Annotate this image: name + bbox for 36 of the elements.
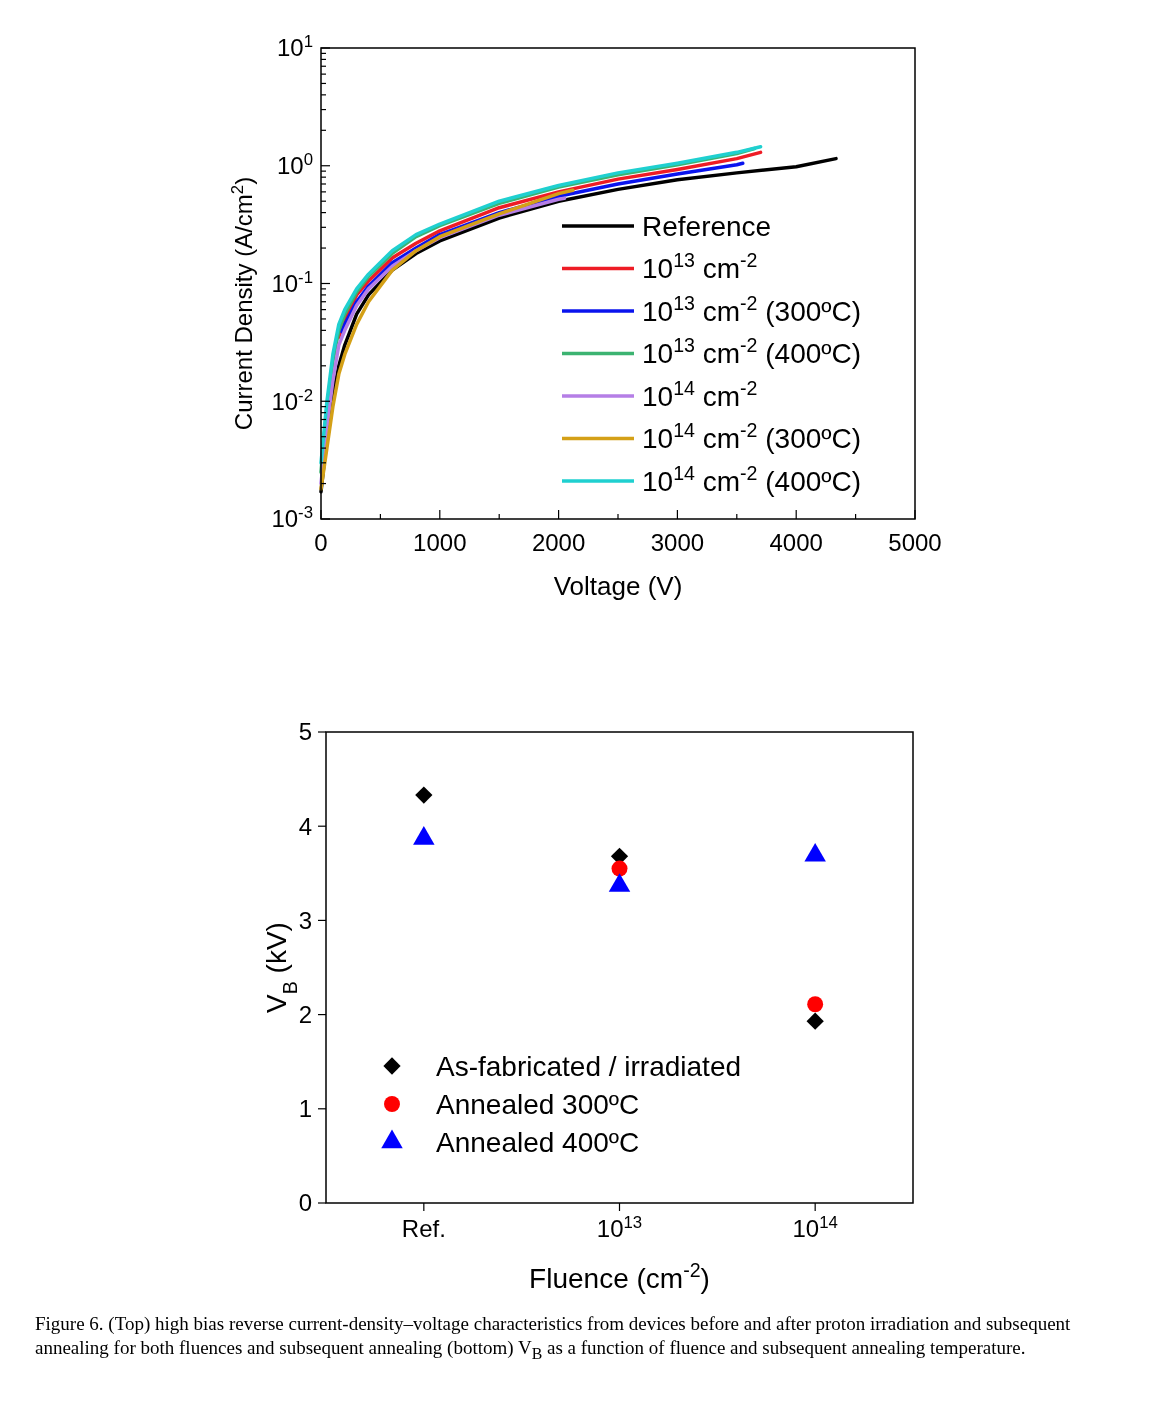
x-tick-label: 1000 [413, 529, 467, 556]
legend-label: 10$^{13}$ cm$^{-2}$ [642, 249, 758, 285]
y-tick-label: 2 [298, 1001, 312, 1028]
legend-label: 10$^{14}$ cm$^{-2}$ (300ºC) [642, 419, 862, 455]
caption: Figure 6. (Top) high bias reverse current-density–voltage characteristics from devices before and after proton irradiation and subsequent annealing for both fluences and subsequent annealing (bottom) V$_{B}$ as a function of fluence and subsequent annealing temperature. [35, 1312, 1072, 1364]
y-tick-label: 10$^{0}$ [276, 149, 313, 180]
y-tick-label: 0 [298, 1189, 312, 1217]
x-tick-label: 3000 [650, 529, 705, 556]
y-tick-label: 10$^{1}$ [276, 31, 313, 62]
y-tick-label: 3 [298, 906, 312, 934]
point [807, 996, 824, 1013]
point [415, 786, 433, 804]
x-tick-label: 5000 [888, 529, 942, 556]
y-tick-label: 5 [298, 718, 312, 746]
legend-label: Reference [642, 210, 772, 242]
point [806, 1012, 824, 1030]
y-tick-label: 10$^{-3}$ [271, 502, 313, 533]
x-axis-title: Voltage (V) [553, 571, 683, 601]
legend-label: 10$^{14}$ cm$^{-2}$ [642, 376, 758, 412]
point [611, 860, 628, 877]
x-tick-label: 10$^{13}$ [596, 1212, 643, 1242]
legend-label: Annealed 400ºC [436, 1126, 640, 1158]
y-tick-label: 1 [298, 1095, 312, 1123]
legend-label: 10$^{14}$ cm$^{-2}$ (400ºC) [642, 461, 862, 497]
legend-label: As-fabricated / irradiated [436, 1050, 742, 1082]
x-tick-label: Ref. [401, 1215, 446, 1242]
legend-label: 10$^{13}$ cm$^{-2}$ (300ºC) [642, 291, 862, 327]
x-tick-label: 2000 [531, 529, 586, 556]
x-tick-label: 4000 [769, 529, 823, 556]
x-axis-title: Fluence (cm$^{-2}$) [529, 1259, 710, 1294]
x-tick-label: 10$^{14}$ [792, 1212, 838, 1242]
y-tick-label: 4 [298, 812, 312, 840]
legend-label: Annealed 300ºC [436, 1088, 640, 1120]
y-tick-label: 10$^{-2}$ [271, 385, 313, 415]
legend-label: 10$^{13}$ cm$^{-2}$ (400ºC) [642, 334, 862, 370]
y-tick-label: 10$^{-1}$ [271, 267, 313, 297]
